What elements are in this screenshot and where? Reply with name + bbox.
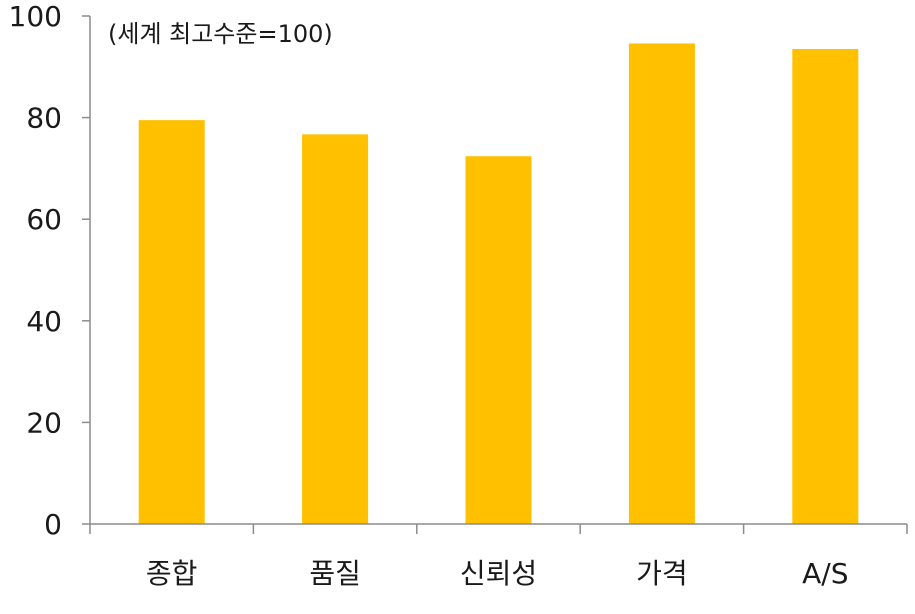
x-category-label: 가격	[636, 557, 688, 590]
y-tick-label: 100	[9, 0, 62, 33]
bar	[302, 134, 369, 524]
x-category-label: A/S	[802, 557, 848, 590]
y-tick-label: 0	[44, 508, 62, 541]
bar	[628, 43, 695, 524]
x-category-label: 신뢰성	[460, 557, 537, 590]
bar	[138, 120, 205, 524]
x-category-label: 품질	[309, 557, 361, 590]
y-tick-label: 20	[26, 406, 62, 439]
x-category-label: 종합	[146, 557, 198, 590]
bars-group	[138, 43, 859, 525]
bar	[465, 156, 532, 524]
y-tick-label: 80	[26, 102, 62, 135]
x-ticks-group: 종합 품질 신뢰성 가격 A/S	[89, 524, 908, 590]
chart-annotation: (세계 최고수준=100)	[108, 20, 333, 48]
y-ticks-group: 0 20 40 60 80 100	[9, 0, 90, 541]
y-tick-label: 60	[26, 203, 62, 236]
bar	[792, 49, 859, 525]
y-tick-label: 40	[26, 305, 62, 338]
axes-group	[89, 16, 907, 525]
